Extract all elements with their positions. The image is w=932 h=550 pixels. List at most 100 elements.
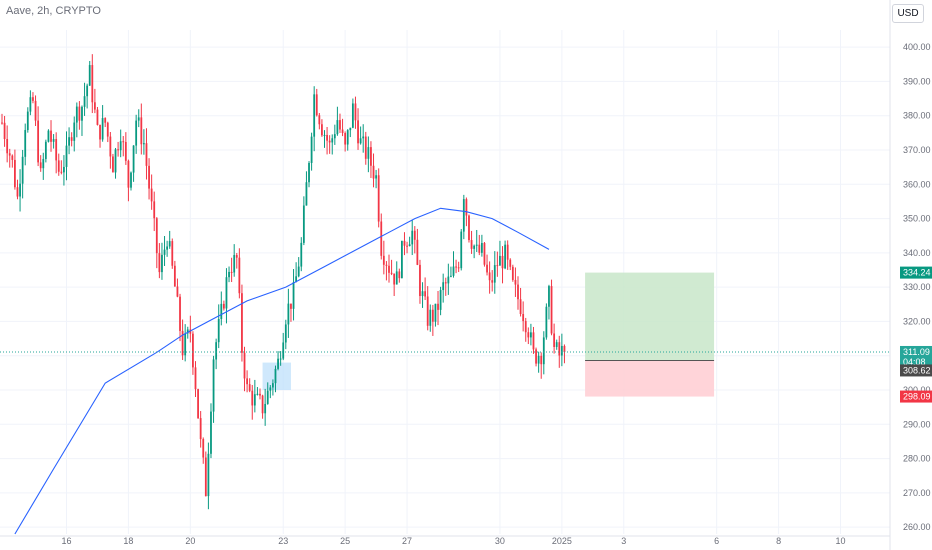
candle-body [455, 266, 457, 268]
candle-body [483, 243, 486, 265]
candle-body [140, 117, 143, 145]
candle-body [274, 368, 277, 384]
candle-body [297, 266, 300, 277]
candle-body [238, 257, 241, 294]
candle-body [137, 117, 140, 121]
candle-body [496, 265, 499, 267]
candle-body [416, 239, 419, 265]
candle-body [548, 286, 550, 307]
loss-zone [585, 360, 715, 397]
candle-body [321, 124, 323, 136]
candle-body [47, 130, 50, 142]
candle-body [537, 355, 540, 364]
y-tick-label: 340.00 [903, 248, 931, 258]
x-tick-label: 8 [776, 536, 781, 546]
candle-body [186, 329, 189, 334]
candle-body [295, 276, 298, 283]
currency-button[interactable]: USD [892, 4, 924, 23]
candle-body [78, 106, 81, 121]
candle-body [339, 120, 341, 130]
candle-body [426, 296, 429, 326]
price-tag-bg [900, 390, 932, 403]
candle-body [57, 160, 60, 172]
candle-body [292, 282, 295, 309]
candle-body [401, 240, 403, 279]
candle-body [197, 389, 199, 419]
candle-body [119, 141, 122, 151]
candle-body [75, 106, 78, 123]
candle-body [367, 147, 370, 159]
target-price-tag: 334.24 [900, 266, 932, 279]
x-tick-label: 30 [495, 536, 505, 546]
y-tick-label: 320.00 [903, 316, 931, 326]
candle-body [457, 267, 460, 269]
candle-body [282, 342, 285, 359]
candle-body [478, 244, 481, 253]
candle-body [553, 333, 556, 347]
candle-body [468, 215, 470, 241]
candle-body [372, 165, 375, 179]
candle-body [272, 383, 274, 388]
candle-body [112, 156, 114, 173]
candle-body [16, 187, 19, 197]
candle-body [419, 264, 421, 297]
candle-body [29, 97, 32, 112]
price-tag-bg [900, 266, 932, 279]
price-tag-text: 308.62 [903, 365, 931, 375]
candle-body [305, 182, 308, 206]
candle-body [132, 145, 135, 173]
candle-body [431, 309, 434, 322]
candle-body [135, 120, 138, 146]
y-tick-label: 290.00 [903, 419, 931, 429]
candle-body [101, 118, 104, 140]
candle-body [117, 149, 119, 151]
candle-body [207, 453, 210, 497]
candle-body [509, 259, 512, 267]
candle-body [488, 272, 491, 281]
candle-body [34, 100, 37, 121]
candle-body [8, 153, 11, 156]
candle-body [91, 65, 94, 103]
candle-body [73, 122, 76, 141]
x-tick-label: 10 [835, 536, 845, 546]
candle-body [346, 130, 349, 145]
candle-body [390, 272, 393, 274]
candle-body [354, 103, 357, 121]
candle-body [176, 286, 179, 297]
x-tick-label: 6 [714, 536, 719, 546]
y-tick-label: 390.00 [903, 76, 931, 86]
y-tick-label: 280.00 [903, 454, 931, 464]
candle-body [266, 390, 269, 404]
candle-body [204, 457, 207, 497]
candle-body [6, 139, 9, 154]
candle-body [63, 166, 65, 173]
candle-body [408, 244, 411, 246]
candle-body [68, 137, 70, 146]
candle-body [83, 96, 86, 107]
candle-body [171, 241, 174, 266]
candle-body [220, 303, 223, 320]
candle-body [336, 120, 339, 135]
candle-body [452, 266, 455, 276]
candle-body [264, 403, 267, 414]
candle-body [81, 106, 83, 121]
candle-body [155, 218, 158, 254]
candle-body [11, 155, 14, 160]
candle-body [253, 394, 256, 406]
candle-body [194, 367, 197, 390]
candle-body [256, 393, 259, 395]
candle-body [560, 345, 563, 356]
candle-body [163, 249, 166, 255]
candle-body [65, 145, 68, 167]
candle-body [341, 129, 344, 133]
candle-body [114, 149, 117, 173]
candle-body [450, 275, 452, 277]
candle-body [277, 358, 279, 369]
candle-body [522, 313, 525, 322]
candle-body [411, 230, 414, 245]
candle-body [55, 139, 58, 161]
candle-body [235, 255, 238, 258]
candle-body [150, 188, 153, 202]
